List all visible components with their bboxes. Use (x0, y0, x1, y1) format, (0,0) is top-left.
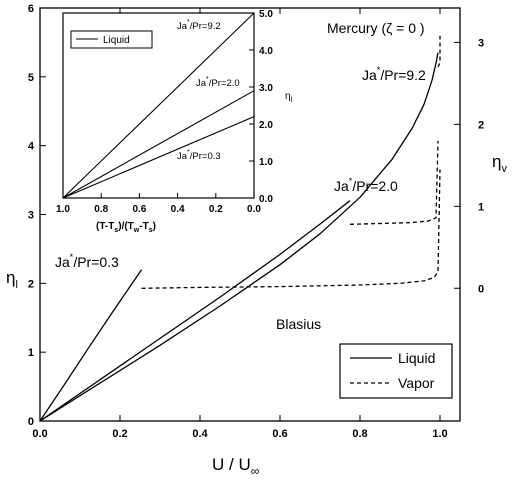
y-right-tick-label: 1 (478, 201, 484, 213)
svg-text:Ja*/Pr=9.2: Ja*/Pr=9.2 (362, 65, 426, 83)
inset-y-tick-label: 5.0 (259, 9, 273, 20)
inset-legend-label: Liquid (103, 35, 130, 46)
inset-legend: Liquid (70, 30, 153, 49)
inset-y-tick-label: 0.0 (259, 194, 273, 205)
y-left-tick-label: 2 (28, 278, 34, 290)
svg-text:U / U∞: U / U∞ (212, 455, 259, 478)
svg-text:Ja*/Pr=2.0: Ja*/Pr=2.0 (334, 176, 398, 194)
legend-vapor-label: Vapor (398, 375, 435, 391)
y-left-tick-label: 0 (28, 416, 34, 428)
x-axis-label: U / U∞ (212, 455, 259, 478)
y-right-tick-label: 2 (478, 119, 484, 131)
inset-ja-9-2-annotation: Ja*/Pr=9.2 (177, 19, 221, 32)
inset-series-line-1 (62, 90, 255, 199)
main-series-group (39, 35, 441, 422)
series-line-liquid-2 (39, 200, 351, 422)
legend-box (339, 343, 453, 399)
inset-y-tick-label: 1.0 (259, 157, 273, 168)
ja-2-0-annotation: Ja*/Pr=2.0 (334, 176, 398, 194)
svg-text:Ja*/Pr=9.2: Ja*/Pr=9.2 (177, 19, 221, 32)
series-line-vapor-5 (437, 35, 441, 68)
y-left-tick-label: 1 (28, 347, 34, 359)
inset-x-axis-label: (T-Ts)/(Tw-Ts) (96, 221, 156, 234)
svg-text:Ja*/Pr=0.3: Ja*/Pr=0.3 (55, 252, 119, 270)
series-line-vapor-3 (349, 140, 439, 225)
series-line-liquid-0 (39, 269, 143, 422)
series-line-liquid-4 (39, 52, 439, 422)
svg-text:Ja*/Pr=2.0: Ja*/Pr=2.0 (196, 76, 240, 89)
inset-x-tick-label: 1.0 (56, 204, 70, 215)
main-axis-ticks: 0.0 0.2 0.4 0.6 0.8 1.0 0 1 2 3 4 5 6 0 1 2 3 (28, 3, 484, 440)
main-legend: Liquid Vapor (339, 343, 453, 399)
inset-series-line-2 (62, 116, 255, 199)
svg-text:ηl: ηl (285, 91, 293, 104)
y-left-tick-label: 6 (28, 3, 34, 15)
blasius-annotation: Blasius (276, 316, 321, 332)
inset-ja-2-0-annotation: Ja*/Pr=2.0 (196, 76, 240, 89)
main-annotations: Mercury (ζ = 0 ) Ja*/Pr=9.2 Ja*/Pr=2.0 J… (55, 20, 426, 332)
inset-ja-0-3-annotation: Ja*/Pr=0.3 (177, 149, 221, 162)
svg-text:(T-Ts)/(Tw-Ts): (T-Ts)/(Tw-Ts) (96, 221, 156, 234)
inset-x-tick-label: 0.0 (247, 204, 261, 215)
x-tick-label: 0.4 (192, 428, 208, 440)
inset-axis-ticks: 1.0 0.8 0.6 0.4 0.2 0.00.0 1.0 2.0 3.0 4.0 5.0 (56, 9, 273, 215)
inset-y-axis-label: ηl (285, 91, 293, 104)
x-tick-label: 0.2 (112, 428, 127, 440)
svg-text:ηl: ηl (6, 268, 18, 291)
inset-x-tick-label: 0.8 (94, 204, 108, 215)
y-left-tick-label: 3 (28, 210, 34, 222)
y-axis-right-label: ηv (492, 152, 507, 175)
material-annotation: Mercury (ζ = 0 ) (327, 20, 425, 36)
inset-legend-box (70, 30, 153, 49)
x-tick-label: 0.8 (352, 428, 367, 440)
y-right-tick-label: 0 (478, 283, 484, 295)
y-left-tick-label: 5 (28, 72, 34, 84)
y-axis-left-label: ηl (6, 268, 18, 291)
inset-x-tick-label: 0.6 (132, 204, 146, 215)
ja-0-3-annotation: Ja*/Pr=0.3 (55, 252, 119, 270)
inset-series-group (62, 12, 255, 199)
svg-text:ηv: ηv (492, 152, 507, 175)
inset-x-tick-label: 0.4 (171, 204, 185, 215)
inset-y-tick-label: 3.0 (259, 83, 273, 94)
x-tick-label: 0.6 (272, 428, 287, 440)
x-tick-label: 0.0 (32, 428, 47, 440)
y-right-tick-label: 3 (478, 37, 484, 49)
inset-series-line-0 (62, 12, 255, 199)
inset-x-tick-label: 0.2 (209, 204, 223, 215)
series-line-vapor-1 (141, 169, 441, 289)
ja-9-2-annotation: Ja*/Pr=9.2 (362, 65, 426, 83)
legend-liquid-label: Liquid (398, 350, 435, 366)
y-left-tick-label: 4 (28, 141, 35, 153)
x-tick-label: 1.0 (432, 428, 447, 440)
inset-y-tick-label: 4.0 (259, 46, 273, 57)
svg-text:Ja*/Pr=0.3: Ja*/Pr=0.3 (177, 149, 221, 162)
inset-y-tick-label: 2.0 (259, 120, 273, 131)
